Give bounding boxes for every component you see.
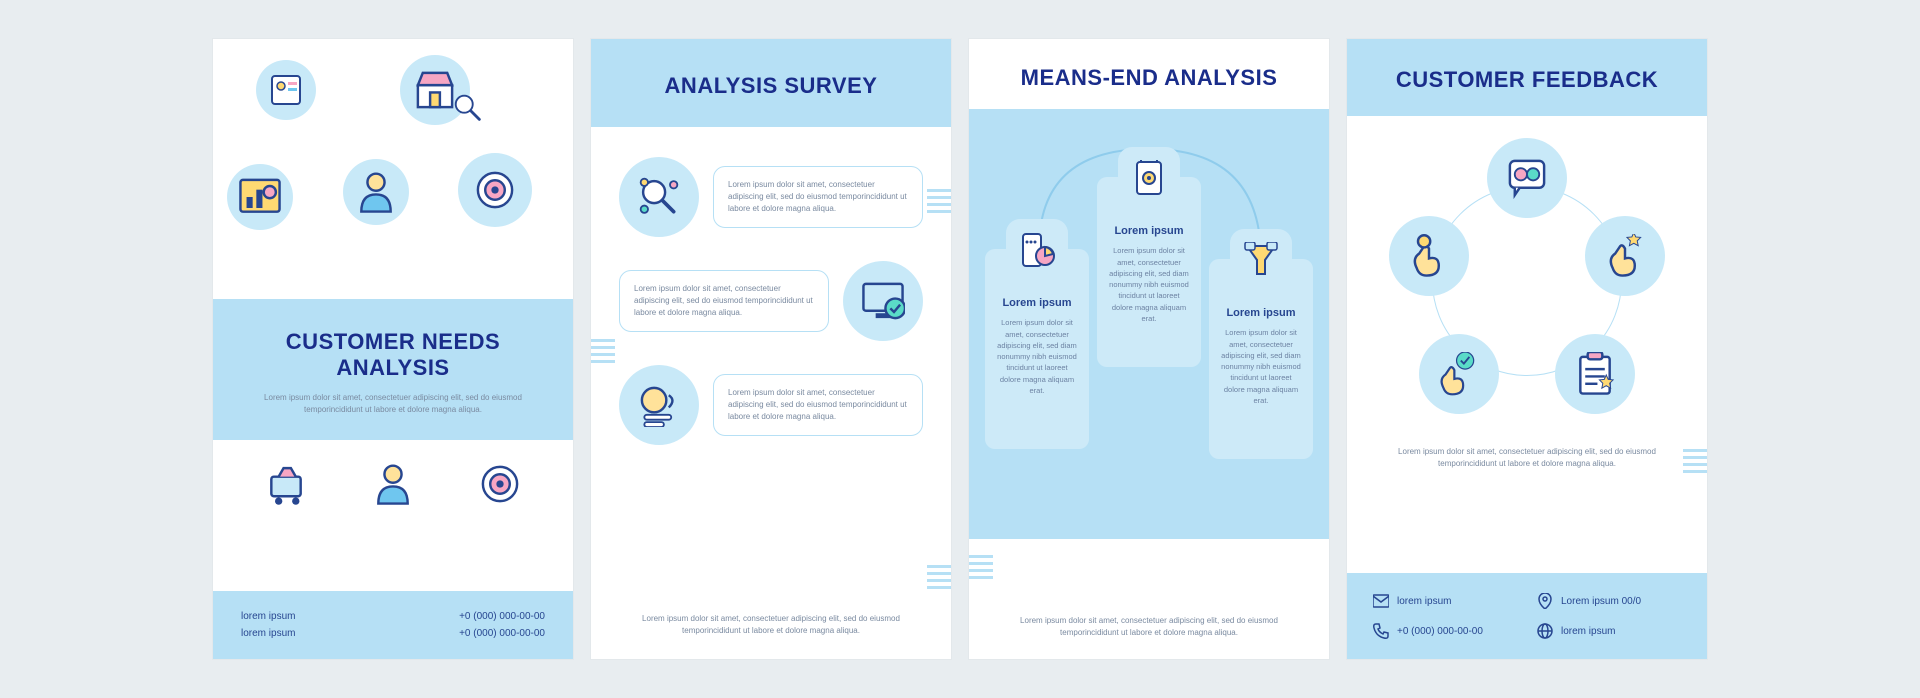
card-text: Lorem ipsum dolor sit amet, consectetuer…: [995, 317, 1079, 396]
mail-icon: [1373, 593, 1389, 609]
footer-phone: +0 (000) 000-00-00: [459, 611, 545, 622]
survey-text: Lorem ipsum dolor sit amet, consectetuer…: [713, 166, 923, 228]
feedback-wheel: [1347, 116, 1707, 446]
survey-row: Lorem ipsum dolor sit amet, consectetuer…: [619, 365, 923, 445]
survey-text: Lorem ipsum dolor sit amet, consectetuer…: [713, 374, 923, 436]
contact-web: lorem ipsum: [1537, 623, 1681, 639]
panel-footer: lorem ipsum lorem ipsum +0 (000) 000-00-…: [213, 591, 573, 659]
clipboard-star-icon: [1555, 334, 1635, 414]
phone-pie-icon: [1006, 219, 1068, 281]
survey-row: Lorem ipsum dolor sit amet, consectetuer…: [619, 157, 923, 237]
profile-card-icon: [256, 60, 316, 120]
search-network-icon: [619, 157, 699, 237]
person-ear-checklist-icon: [619, 365, 699, 445]
group-target-icon: [478, 462, 522, 506]
panel-caption: Lorem ipsum dolor sit amet, consectetuer…: [1347, 446, 1707, 484]
contact-label: lorem ipsum: [1397, 596, 1451, 607]
analysis-card: Lorem ipsum Lorem ipsum dolor sit amet, …: [1209, 259, 1313, 459]
emoji-chat-icon: [1487, 138, 1567, 218]
card-heading: Lorem ipsum: [1219, 307, 1303, 319]
panel-subtitle: Lorem ipsum dolor sit amet, consectetuer…: [241, 392, 545, 416]
hand-tap-icon: [1389, 216, 1469, 296]
hand-stars-icon: [1585, 216, 1665, 296]
contact-label: +0 (000) 000-00-00: [1397, 626, 1483, 637]
pin-icon: [1537, 593, 1553, 609]
title-block: CUSTOMER NEEDS ANALYSIS Lorem ipsum dolo…: [213, 299, 573, 440]
panel-title: CUSTOMER NEEDS ANALYSIS: [241, 329, 545, 382]
panel-title: ANALYSIS SURVEY: [611, 73, 931, 99]
mid-icon-row: [213, 440, 573, 532]
analysis-card: Lorem ipsum Lorem ipsum dolor sit amet, …: [985, 249, 1089, 449]
cards-area: Lorem ipsum Lorem ipsum dolor sit amet, …: [969, 109, 1329, 539]
contact-phone: +0 (000) 000-00-00: [1373, 623, 1517, 639]
panel-customer-needs: CUSTOMER NEEDS ANALYSIS Lorem ipsum dolo…: [213, 39, 573, 659]
decor-stripes-icon: [969, 555, 993, 579]
contact-mail: lorem ipsum: [1373, 593, 1517, 609]
analysis-card: Lorem ipsum Lorem ipsum dolor sit amet, …: [1097, 177, 1201, 367]
goal-gear-icon: [1118, 147, 1180, 209]
footer-text: lorem ipsum: [241, 628, 295, 639]
panel-footer-text: Lorem ipsum dolor sit amet, consectetuer…: [997, 597, 1301, 639]
panel-title: CUSTOMER FEEDBACK: [1367, 67, 1687, 92]
person-product-icon: [343, 159, 409, 225]
panel-footer-text: Lorem ipsum dolor sit amet, consectetuer…: [619, 613, 923, 637]
panel-header: ANALYSIS SURVEY: [591, 39, 951, 127]
person-bag-icon: [371, 462, 415, 506]
survey-row: Lorem ipsum dolor sit amet, consectetuer…: [619, 261, 923, 341]
card-heading: Lorem ipsum: [995, 297, 1079, 309]
panel-means-end: MEANS-END ANALYSIS Lorem ipsum Lorem ips…: [969, 39, 1329, 659]
contact-address: Lorem ipsum 00/0: [1537, 593, 1681, 609]
funnel-chat-icon: [1230, 229, 1292, 291]
contact-label: Lorem ipsum 00/0: [1561, 596, 1641, 607]
survey-text: Lorem ipsum dolor sit amet, consectetuer…: [619, 270, 829, 332]
card-heading: Lorem ipsum: [1107, 225, 1191, 237]
footer-text: lorem ipsum: [241, 611, 295, 622]
panel-title: MEANS-END ANALYSIS: [989, 65, 1309, 91]
phone-icon: [1373, 623, 1389, 639]
cart-heart-icon: [264, 462, 308, 506]
card-text: Lorem ipsum dolor sit amet, consectetuer…: [1219, 327, 1303, 406]
card-text: Lorem ipsum dolor sit amet, consectetuer…: [1107, 245, 1191, 324]
hand-check-star-icon: [1419, 334, 1499, 414]
contact-footer: lorem ipsum Lorem ipsum 00/0 +0 (000) 00…: [1347, 573, 1707, 659]
hero-illustration: [213, 39, 573, 299]
panel-analysis-survey: ANALYSIS SURVEY Lorem ipsum dolor sit am…: [591, 39, 951, 659]
chart-eye-icon: [227, 164, 293, 230]
decor-stripes-icon: [213, 349, 237, 373]
globe-icon: [1537, 623, 1553, 639]
decor-stripes-icon: [927, 565, 951, 589]
decor-stripes-icon: [1683, 449, 1707, 473]
contact-label: lorem ipsum: [1561, 626, 1615, 637]
panel-header: CUSTOMER FEEDBACK: [1347, 39, 1707, 116]
target-group-ear-icon: [458, 153, 532, 227]
search-overlay-icon: [451, 91, 485, 125]
panel-header: MEANS-END ANALYSIS: [969, 39, 1329, 109]
panel-customer-feedback: CUSTOMER FEEDBACK Lorem ipsum dolor sit …: [1347, 39, 1707, 659]
computer-check-icon: [843, 261, 923, 341]
footer-phone: +0 (000) 000-00-00: [459, 628, 545, 639]
